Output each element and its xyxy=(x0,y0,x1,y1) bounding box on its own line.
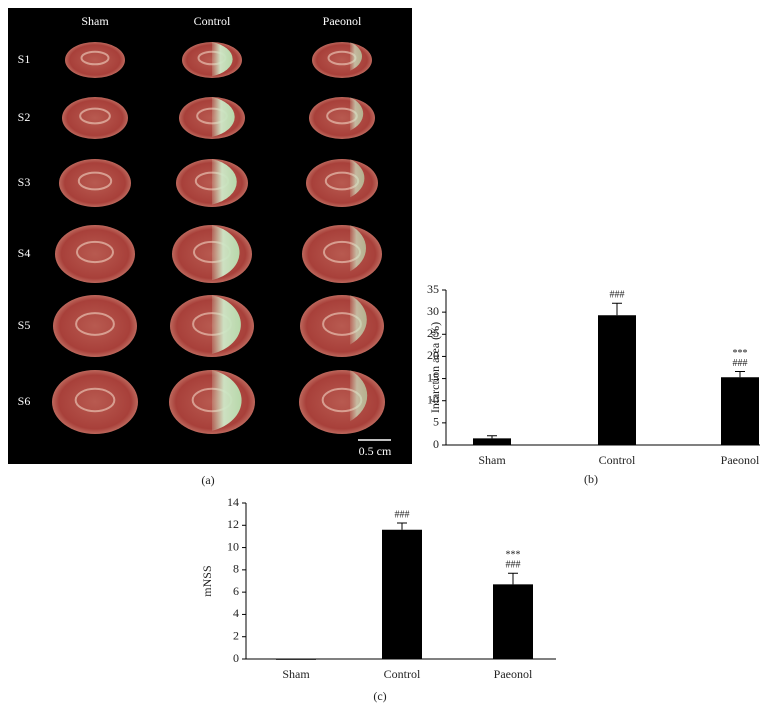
error-bar xyxy=(397,522,407,530)
brain-slice xyxy=(306,159,378,207)
infarct xyxy=(350,370,368,422)
ventricle xyxy=(80,50,110,66)
y-tick-label: 35 xyxy=(427,282,439,296)
significance-label: ### xyxy=(395,509,410,520)
y-tick-label: 20 xyxy=(427,348,439,362)
y-tick-label: 10 xyxy=(227,539,239,553)
y-tick-label: 14 xyxy=(227,495,239,509)
x-tick-label: Sham xyxy=(282,667,310,681)
y-axis-label: Infarction area (%) xyxy=(428,322,442,413)
infarct xyxy=(350,97,364,131)
x-tick-label: Sham xyxy=(478,453,506,467)
column-label: Sham xyxy=(81,14,109,28)
bar xyxy=(382,529,422,659)
brain-slice xyxy=(300,295,384,357)
y-tick-label: 8 xyxy=(233,562,239,576)
brain-slice xyxy=(52,370,138,434)
row-label: S6 xyxy=(18,394,31,408)
brain-slice xyxy=(65,42,125,78)
y-tick-label: 30 xyxy=(427,304,439,318)
ventricle xyxy=(79,107,111,125)
brain-slice xyxy=(309,97,375,139)
bar xyxy=(598,315,636,445)
infarct xyxy=(350,295,367,345)
brain-slice xyxy=(53,295,137,357)
y-axis-label: mNSS xyxy=(200,565,214,596)
ventricle xyxy=(77,171,113,191)
panel-label: (b) xyxy=(584,472,598,486)
bar xyxy=(493,584,533,659)
significance-label: ### xyxy=(733,358,748,369)
ventricle xyxy=(76,240,114,264)
row-label: S4 xyxy=(18,246,31,260)
significance-label: *** xyxy=(506,549,521,560)
x-tick-label: Paeonol xyxy=(494,667,533,681)
y-tick-label: 10 xyxy=(427,392,439,406)
error-bar xyxy=(508,572,518,585)
column-label: Paeonol xyxy=(323,14,362,28)
row-label: S1 xyxy=(18,52,31,66)
column-label: Control xyxy=(194,14,231,28)
ventricle xyxy=(75,312,115,336)
brain-slice xyxy=(302,225,382,283)
significance-label: *** xyxy=(733,348,748,359)
brain-slices: Sham Control Paeonol S1 S2 S3 S4 S5 S6 xyxy=(18,14,385,434)
x-tick-label: Paeonol xyxy=(721,453,760,467)
error-bar xyxy=(487,435,497,439)
y-tick-label: 0 xyxy=(433,437,439,451)
infarct xyxy=(212,295,241,354)
brain-slice xyxy=(312,42,372,78)
y-tick-label: 5 xyxy=(433,415,439,429)
y-tick-label: 2 xyxy=(233,628,239,642)
brain-slice xyxy=(299,370,385,434)
bar xyxy=(473,438,511,445)
infarct xyxy=(212,370,242,431)
panel-label: (a) xyxy=(201,473,214,487)
scale-bar-label: 0.5 cm xyxy=(359,444,392,458)
infarct xyxy=(212,42,233,77)
infarct xyxy=(212,159,237,205)
y-tick-label: 12 xyxy=(227,517,239,531)
row-label: S3 xyxy=(18,175,31,189)
infarct xyxy=(350,159,365,198)
x-tick-label: Control xyxy=(384,667,421,681)
significance-label: ### xyxy=(506,559,521,570)
y-tick-label: 25 xyxy=(427,326,439,340)
ventricle xyxy=(74,387,116,413)
error-bar xyxy=(735,370,745,378)
y-tick-label: 0 xyxy=(233,651,239,665)
x-tick-label: Control xyxy=(599,453,636,467)
significance-label: ### xyxy=(610,290,625,301)
brain-slice xyxy=(62,97,128,139)
infarct xyxy=(350,42,363,71)
row-label: S2 xyxy=(18,110,31,124)
error-bar xyxy=(612,302,622,316)
infarct xyxy=(212,97,235,137)
y-tick-label: 15 xyxy=(427,370,439,384)
infarct xyxy=(212,225,240,281)
infarct xyxy=(350,225,366,272)
brain-slice xyxy=(59,159,131,207)
row-label: S5 xyxy=(18,318,31,332)
panel-label: (c) xyxy=(373,689,386,703)
y-tick-label: 6 xyxy=(233,584,239,598)
bar xyxy=(721,377,759,445)
y-tick-label: 4 xyxy=(233,606,239,620)
brain-slice xyxy=(55,225,135,283)
